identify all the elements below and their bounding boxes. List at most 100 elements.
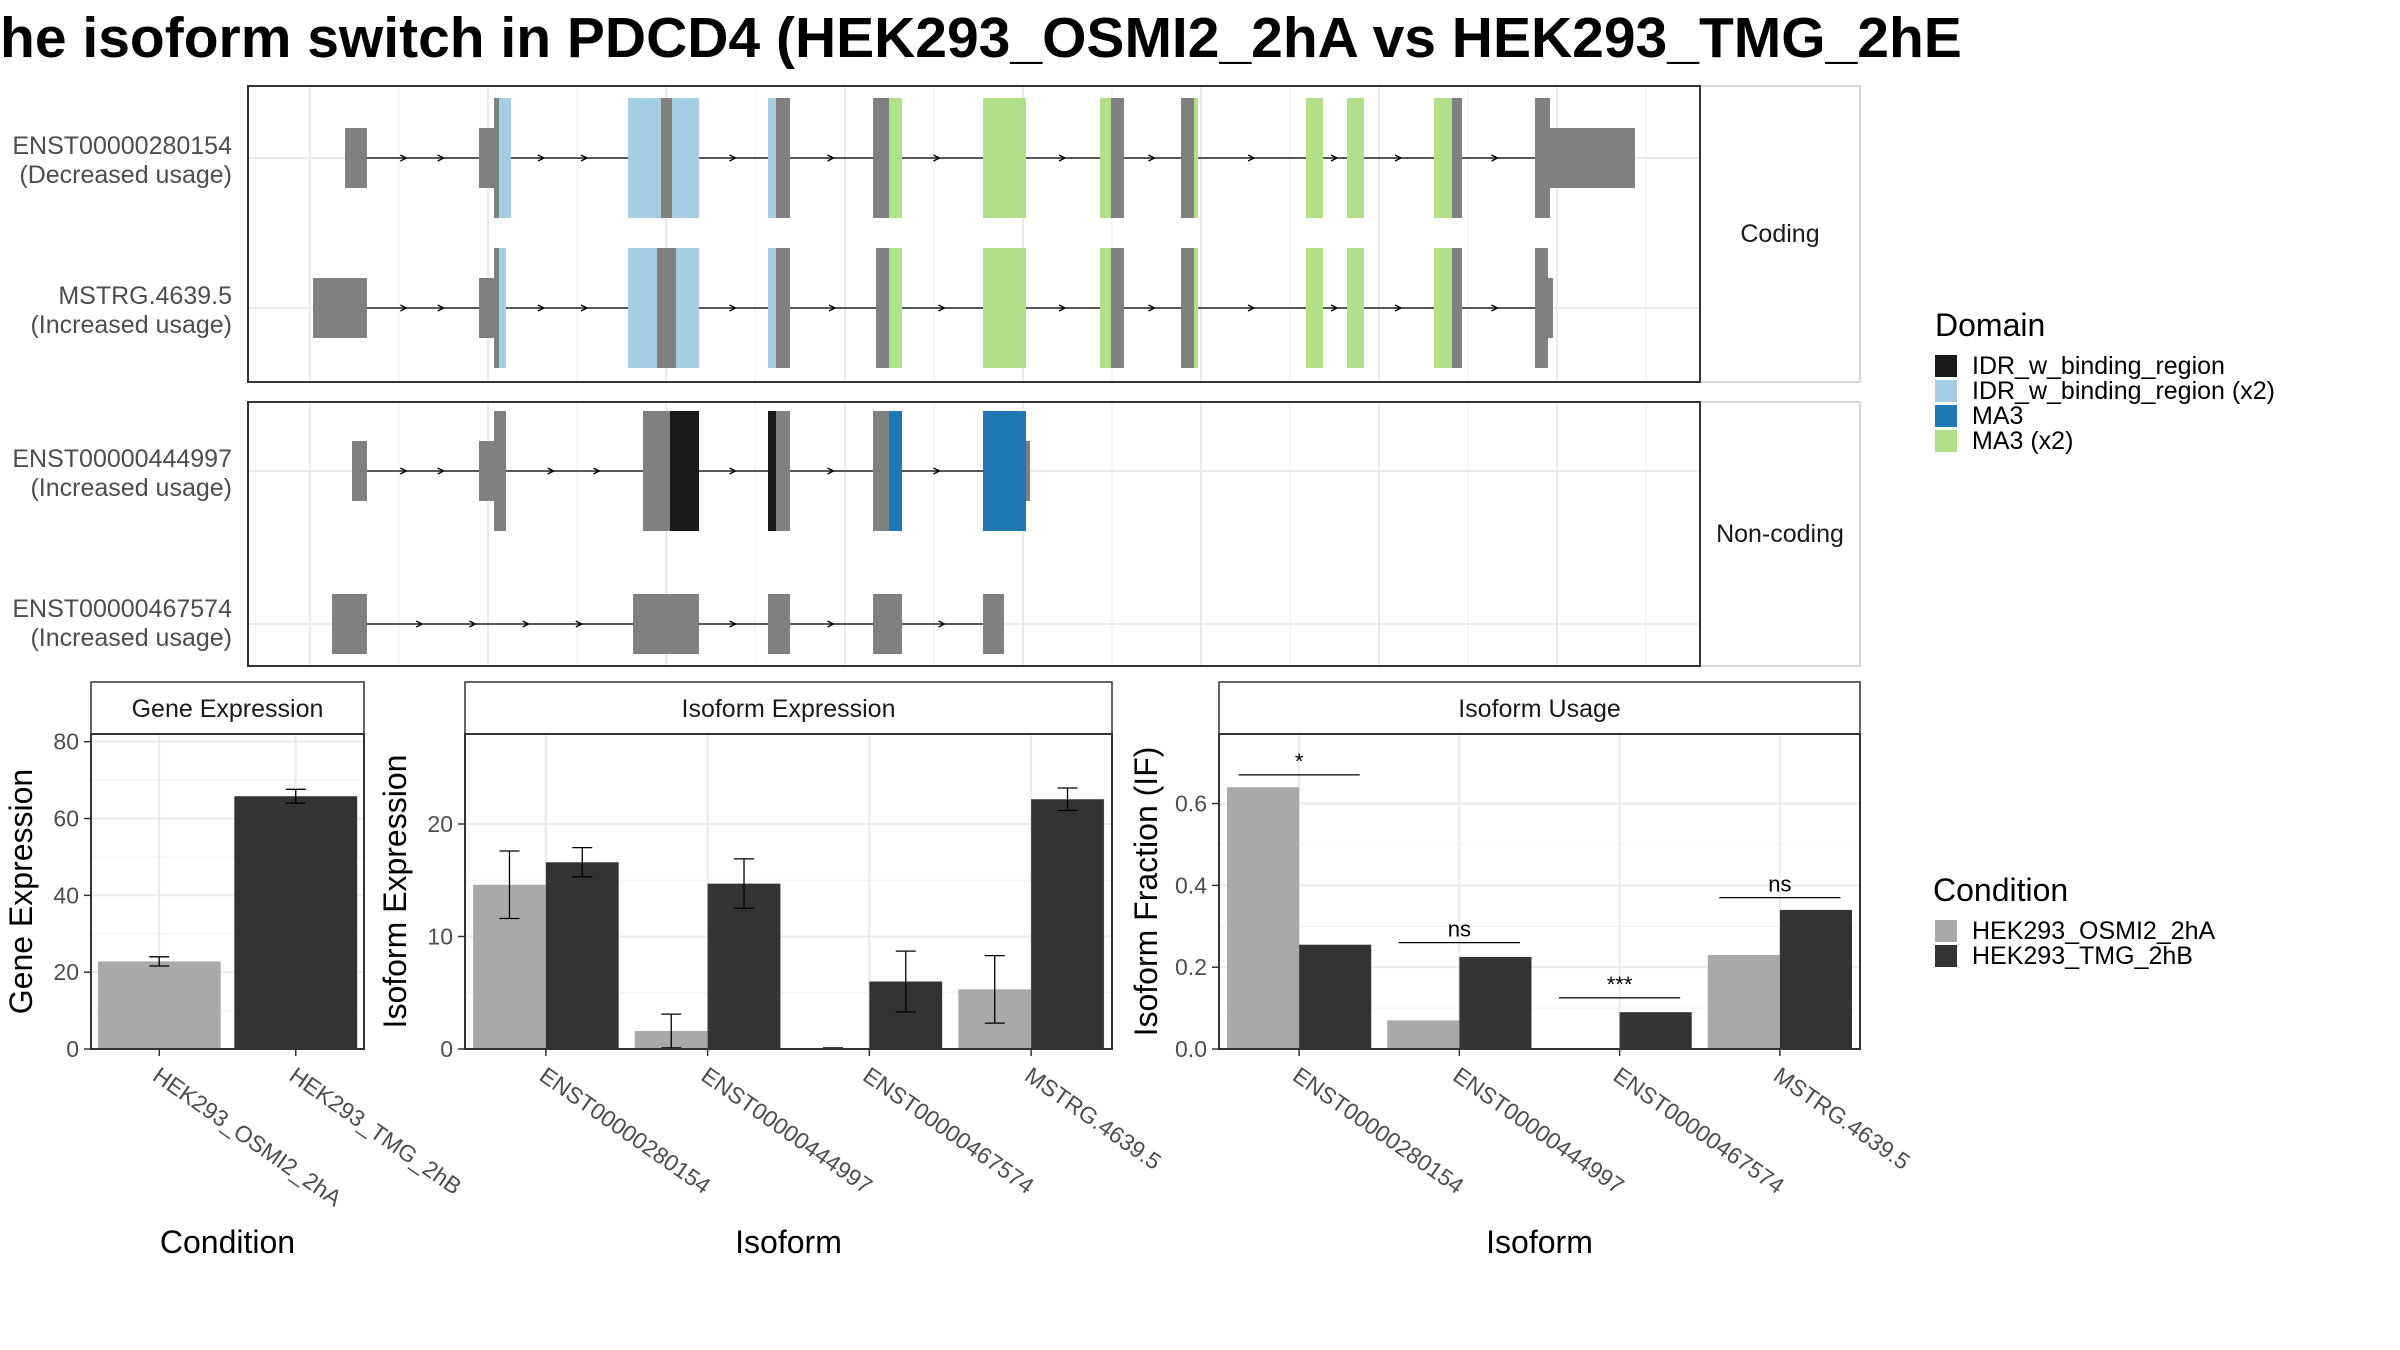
exon-block bbox=[332, 594, 367, 654]
exon-block bbox=[633, 594, 699, 654]
x-tick-label: MSTRG.4639.5 bbox=[1020, 1062, 1166, 1175]
legend-label: MA3 bbox=[1972, 402, 2023, 430]
exon-block bbox=[1100, 248, 1111, 368]
intron-arrow bbox=[537, 304, 546, 312]
x-tick-label: ENST00000280154 bbox=[1288, 1062, 1469, 1199]
exon-block bbox=[889, 98, 902, 218]
exon-block bbox=[1181, 248, 1194, 368]
chart-title: Isoform Expression bbox=[682, 695, 896, 723]
intron-arrow bbox=[1330, 304, 1339, 312]
y-tick-label: 0.6 bbox=[1175, 791, 1207, 817]
intron-arrow bbox=[437, 467, 446, 475]
y-tick-label: 20 bbox=[53, 959, 79, 985]
exon-block bbox=[1434, 98, 1452, 218]
exon-block bbox=[889, 411, 902, 531]
y-tick-label: 0 bbox=[66, 1036, 79, 1062]
legend-key bbox=[1935, 430, 1957, 452]
intron-arrow bbox=[828, 304, 837, 312]
coding-panel-bg bbox=[248, 86, 1700, 382]
transcript-id-label: ENST00000467574 bbox=[12, 595, 232, 623]
exon-block bbox=[1306, 98, 1323, 218]
exon-block bbox=[313, 278, 367, 338]
bar bbox=[1387, 1020, 1460, 1049]
exon-block bbox=[628, 248, 657, 368]
exon-block bbox=[983, 594, 1004, 654]
intron-arrow bbox=[537, 154, 546, 162]
y-tick-label: 80 bbox=[53, 729, 79, 755]
y-tick-label: 0.0 bbox=[1175, 1036, 1207, 1062]
exon-block bbox=[1181, 98, 1194, 218]
x-axis-title: Condition bbox=[160, 1224, 295, 1260]
intron-arrow bbox=[580, 154, 589, 162]
intron-arrow bbox=[729, 620, 737, 628]
intron-arrow bbox=[1394, 304, 1403, 312]
bar bbox=[1299, 944, 1372, 1049]
exon-block bbox=[1026, 441, 1030, 501]
x-tick-label: ENST00000467574 bbox=[1609, 1062, 1790, 1199]
bar bbox=[1707, 954, 1780, 1049]
intron-arrow bbox=[1148, 304, 1156, 312]
legend-key bbox=[1935, 945, 1957, 967]
exon-block bbox=[352, 441, 367, 501]
noncoding-facet-label: Non-coding bbox=[1716, 520, 1844, 548]
exon-block bbox=[776, 411, 790, 531]
intron-arrow bbox=[1247, 304, 1256, 312]
isoform-usage-chart: Isoform Usage * ns *** ns 0.0 0.2 0.4 0.6 ENST000… bbox=[1128, 681, 1915, 1260]
exon-block bbox=[479, 128, 494, 188]
significance-label: *** bbox=[1607, 972, 1633, 997]
exon-block bbox=[657, 248, 676, 368]
exon-block bbox=[499, 98, 511, 218]
x-tick-label: MSTRG.4639.5 bbox=[1769, 1062, 1915, 1175]
transcript-id-label: MSTRG.4639.5 bbox=[58, 282, 232, 310]
y-tick-label: 60 bbox=[53, 806, 79, 832]
intron-arrow bbox=[938, 620, 946, 628]
panel-border bbox=[90, 733, 365, 1050]
exon-block bbox=[983, 411, 1026, 531]
y-tick-label: 40 bbox=[53, 882, 79, 908]
exon-block bbox=[983, 98, 1026, 218]
intron-arrow bbox=[400, 467, 408, 475]
intron-arrow bbox=[580, 304, 589, 312]
x-tick-label: ENST00000444997 bbox=[1449, 1062, 1629, 1199]
noncoding-panel-bg bbox=[248, 402, 1700, 666]
exon-block bbox=[494, 98, 499, 218]
exon-block bbox=[873, 98, 889, 218]
significance-label: * bbox=[1295, 749, 1304, 774]
exon-block bbox=[1347, 98, 1364, 218]
exon-block bbox=[345, 128, 367, 188]
intron-arrow bbox=[400, 154, 408, 162]
bar bbox=[1459, 956, 1532, 1049]
y-tick-label: 20 bbox=[427, 811, 453, 837]
intron-arrow bbox=[1491, 154, 1499, 162]
exon-block bbox=[1306, 248, 1323, 368]
transcript-models bbox=[313, 98, 1635, 654]
intron-arrow bbox=[729, 154, 737, 162]
panel-border bbox=[464, 733, 1113, 1050]
exon-block bbox=[676, 248, 699, 368]
intron-arrow bbox=[522, 620, 531, 628]
significance-label: ns bbox=[1448, 917, 1471, 942]
facet-strip bbox=[90, 681, 365, 735]
exon-block bbox=[1535, 98, 1550, 218]
exon-block bbox=[873, 594, 902, 654]
intron-arrow bbox=[1247, 154, 1256, 162]
legend-key bbox=[1935, 405, 1957, 427]
y-tick-label: 0.4 bbox=[1175, 872, 1207, 898]
exon-block bbox=[494, 411, 506, 531]
exon-block bbox=[768, 98, 776, 218]
bar bbox=[707, 883, 781, 1049]
legend-label: IDR_w_binding_region (x2) bbox=[1972, 377, 2275, 405]
bar bbox=[1779, 909, 1852, 1049]
condition-legend-title: Condition bbox=[1933, 872, 2068, 908]
exon-block bbox=[1347, 248, 1364, 368]
chart-title: Gene Expression bbox=[132, 695, 324, 723]
exon-block bbox=[889, 248, 902, 368]
coding-facet-label: Coding bbox=[1740, 220, 1819, 248]
legend-label: HEK293_TMG_2hB bbox=[1972, 942, 2193, 970]
isoform-expression-chart: Isoform Expression01020ENST00000280154EN… bbox=[377, 681, 1166, 1260]
exon-block bbox=[1100, 98, 1111, 218]
bar bbox=[1227, 787, 1300, 1049]
intron-arrow bbox=[400, 304, 408, 312]
exon-block bbox=[873, 411, 889, 531]
noncoding-facet-strip bbox=[1699, 401, 1861, 667]
